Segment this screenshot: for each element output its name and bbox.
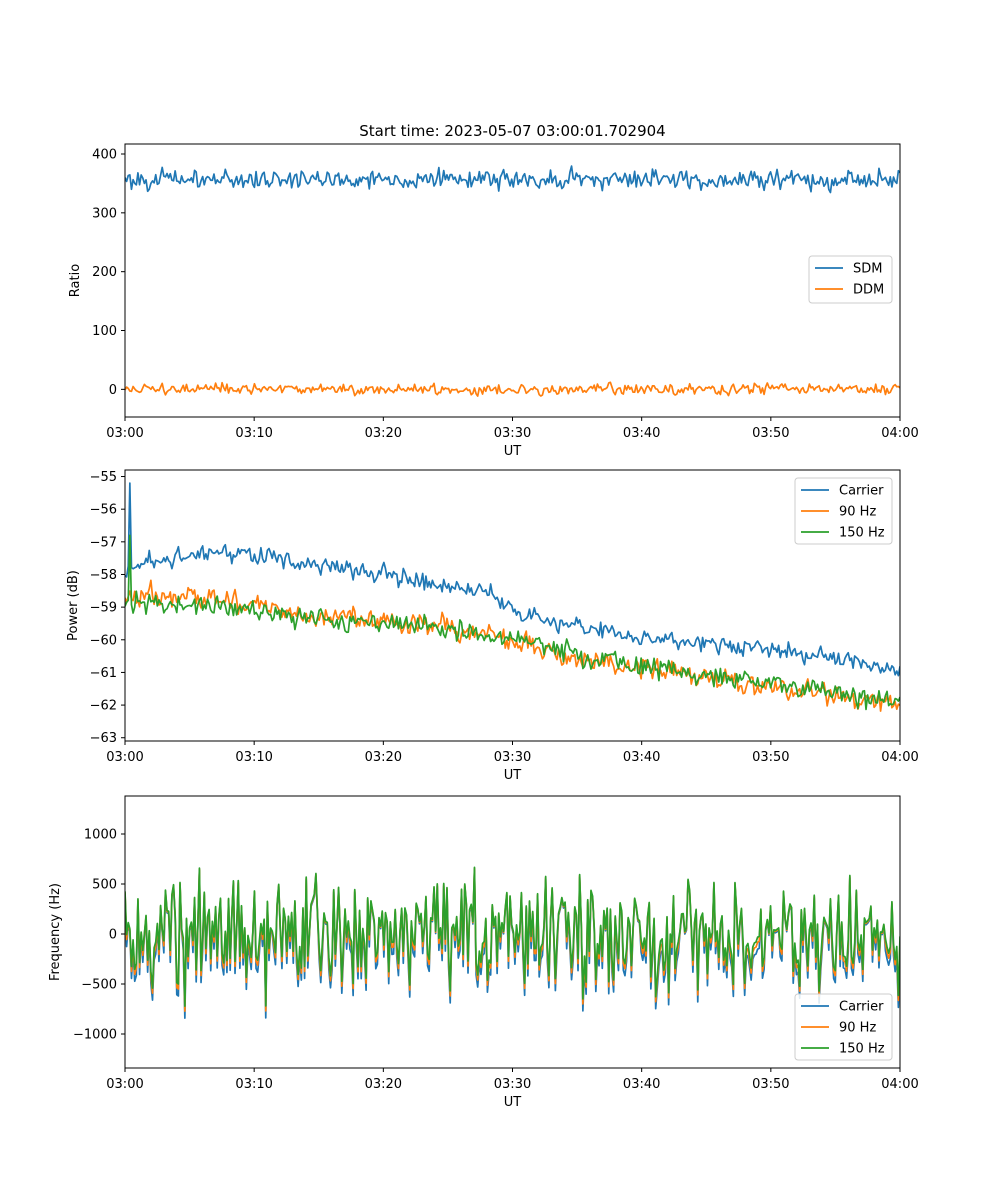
- legend-label: DDM: [853, 283, 884, 298]
- y-tick-label: −59: [90, 601, 117, 616]
- series-line-150-hz: [125, 866, 900, 1007]
- legend-box: [794, 477, 893, 545]
- legend-box: [794, 993, 893, 1061]
- x-tick-label: 03:40: [623, 426, 660, 441]
- legend-label: Carrier: [839, 484, 884, 499]
- power-panel: 03:00 03:10 03:20 03:30 03:40 03:50 04:00 −63 −6…: [66, 469, 919, 783]
- x-tick-label: 03:30: [494, 750, 531, 765]
- y-tick-label: −61: [90, 666, 117, 681]
- frequency-panel: 03:00 03:10 03:20 03:30 03:40 03:50 04:00 −1000…: [48, 795, 919, 1110]
- y-tick-label: 100: [92, 324, 117, 339]
- x-tick-label: 03:50: [752, 750, 789, 765]
- x-tick-label: 03:20: [365, 426, 402, 441]
- legend-label: 90 Hz: [839, 505, 876, 520]
- y-tick-label: −1000: [73, 1028, 117, 1043]
- y-tick-label: −58: [90, 568, 117, 583]
- series-line-90-hz: [125, 579, 900, 712]
- y-tick-label: −63: [90, 731, 117, 746]
- x-tick-label: 03:50: [752, 426, 789, 441]
- x-axis-label: UT: [504, 444, 522, 459]
- series-line-carrier: [125, 482, 900, 677]
- y-tick-label: −56: [90, 503, 117, 518]
- legend-label: 150 Hz: [839, 1042, 885, 1057]
- y-tick-label: −55: [90, 470, 117, 485]
- x-axis-label: UT: [504, 1095, 522, 1110]
- x-tick-label: 03:50: [752, 1077, 789, 1092]
- legend: Carrier 90 Hz 150 Hz: [794, 477, 893, 545]
- x-tick-label: 03:30: [494, 1077, 531, 1092]
- x-tick-label: 03:00: [106, 426, 143, 441]
- legend: SDM DDM: [808, 255, 893, 304]
- x-tick-label: 03:10: [235, 750, 272, 765]
- x-tick-label: 03:40: [623, 750, 660, 765]
- x-tick-label: 03:00: [106, 750, 143, 765]
- y-tick-label: −57: [90, 535, 117, 550]
- legend-label: Carrier: [839, 1000, 884, 1015]
- x-tick-label: 04:00: [881, 426, 918, 441]
- y-tick-label: −60: [90, 633, 117, 648]
- y-tick-label: 0: [109, 383, 117, 398]
- x-tick-label: 03:00: [106, 1077, 143, 1092]
- x-axis-label: UT: [504, 768, 522, 783]
- y-tick-label: 500: [92, 878, 117, 893]
- x-tick-label: 03:20: [365, 750, 402, 765]
- legend-label: SDM: [853, 262, 882, 277]
- series-line-ddm: [125, 381, 900, 397]
- x-tick-label: 03:10: [235, 1077, 272, 1092]
- y-tick-label: −62: [90, 699, 117, 714]
- y-tick-label: 200: [92, 265, 117, 280]
- legend: Carrier 90 Hz 150 Hz: [794, 993, 893, 1061]
- y-tick-label: −500: [81, 978, 117, 993]
- y-tick-label: 0: [109, 928, 117, 943]
- series-line-150-hz: [125, 534, 900, 711]
- figure-title: Start time: 2023-05-07 03:00:01.702904: [359, 122, 665, 140]
- x-tick-label: 03:10: [235, 426, 272, 441]
- legend-label: 90 Hz: [839, 1021, 876, 1036]
- legend-label: 150 Hz: [839, 526, 885, 541]
- series-line-sdm: [125, 165, 900, 194]
- y-axis-label: Ratio: [68, 264, 83, 297]
- x-tick-label: 04:00: [881, 1077, 918, 1092]
- y-tick-label: 300: [92, 206, 117, 221]
- y-tick-label: 400: [92, 148, 117, 163]
- x-tick-label: 03:40: [623, 1077, 660, 1092]
- x-tick-label: 04:00: [881, 750, 918, 765]
- y-tick-label: 1000: [84, 828, 117, 843]
- x-tick-label: 03:20: [365, 1077, 402, 1092]
- y-axis-label: Power (dB): [66, 570, 81, 641]
- ratio-panel: 03:00 03:10 03:20 03:30 03:40 03:50 04:00 0 100 2…: [68, 143, 919, 459]
- x-tick-label: 03:30: [494, 426, 531, 441]
- y-axis-label: Frequency (Hz): [48, 883, 63, 981]
